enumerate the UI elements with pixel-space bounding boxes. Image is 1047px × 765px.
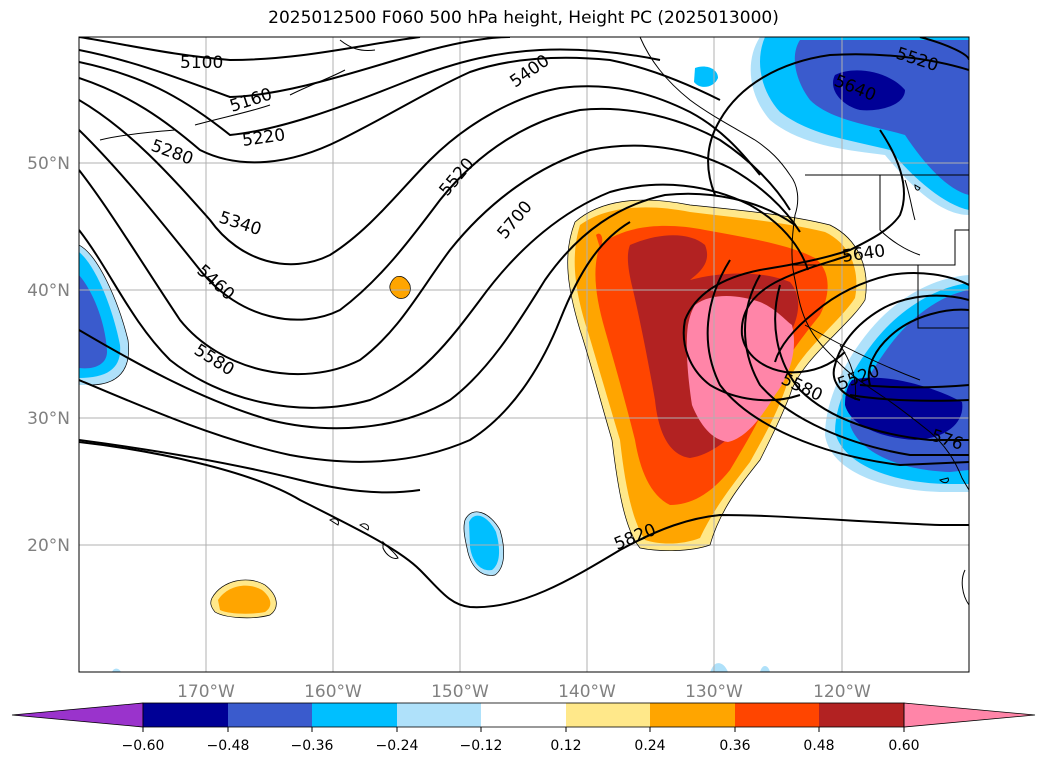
contour-label-5100: 5100	[180, 53, 223, 73]
anomaly-small-south-blue-inner	[469, 515, 500, 571]
colorbar-tick-label: −0.48	[207, 738, 250, 754]
lon-label-150w: 150°W	[431, 682, 489, 702]
colorbar-extend-max	[903, 702, 1036, 728]
height-contours	[79, 37, 969, 609]
colorbar-bin-7	[650, 703, 735, 727]
colorbar-tick-label: −0.60	[122, 738, 165, 754]
map-title: 2025012500 F060 500 hPa height, Height P…	[268, 8, 779, 28]
colorbar-bin-4	[397, 703, 481, 727]
colorbar-bin-9	[819, 703, 904, 727]
colorbar-bin-2	[228, 703, 312, 727]
colorbar-tick-label: −0.24	[376, 738, 419, 754]
anomaly-negative-northeast	[694, 37, 969, 215]
lat-label-50: 50°N	[27, 154, 70, 174]
anomaly-small-north	[389, 276, 411, 299]
colorbar-tick-label: −0.12	[460, 738, 503, 754]
lat-label-40: 40°N	[27, 281, 70, 301]
lon-label-160w: 160°W	[304, 682, 362, 702]
lon-label-170w: 170°W	[177, 682, 235, 702]
colorbar-tick-label: 0.60	[888, 738, 919, 754]
colorbar-tick-label: 0.24	[634, 738, 665, 754]
colorbar-extend-min	[11, 702, 144, 728]
map-frame	[78, 36, 970, 673]
lon-tick-labels: 170°W 160°W 150°W 140°W 130°W 120°W	[177, 682, 871, 702]
map-area: 5100 5160 5220 5280 5340 5400 5460 5520 …	[79, 37, 969, 672]
colorbar-bin-5	[481, 703, 566, 727]
lat-tick-labels: 50°N 40°N 30°N 20°N	[27, 154, 70, 556]
coastlines	[99, 37, 969, 606]
lon-label-120w: 120°W	[813, 682, 871, 702]
lat-label-20: 20°N	[27, 536, 70, 556]
colorbar-bin-3	[312, 703, 397, 727]
lon-label-140w: 140°W	[558, 682, 616, 702]
lon-label-130w: 130°W	[685, 682, 743, 702]
colorbar: −0.60 −0.48 −0.36 −0.24 −0.12 0.12 0.24 …	[11, 702, 1036, 754]
colorbar-bin-6	[566, 703, 650, 727]
anomaly-negative-west	[79, 245, 129, 385]
colorbar-tick-label: 0.48	[803, 738, 834, 754]
anomaly-outlines	[79, 199, 867, 619]
graticule	[79, 37, 969, 672]
anomaly-small-southwest-inner	[218, 585, 271, 614]
colorbar-tick-label: 0.36	[719, 738, 750, 754]
lat-label-30: 30°N	[27, 409, 70, 429]
colorbar-bin-1	[143, 703, 228, 727]
anomaly-negative-southeast	[825, 275, 969, 492]
colorbar-tick-label: −0.36	[291, 738, 334, 754]
colorbar-tick-label: 0.12	[550, 738, 581, 754]
colorbar-bin-8	[735, 703, 819, 727]
